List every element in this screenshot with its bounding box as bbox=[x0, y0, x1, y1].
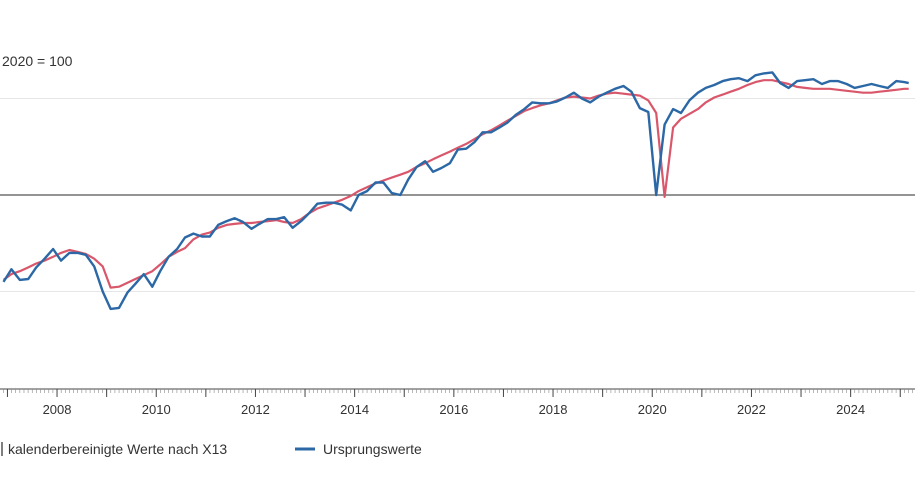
x-tick-label-2016: 2016 bbox=[439, 402, 468, 417]
x-tick-label-2024: 2024 bbox=[836, 402, 865, 417]
legend: kalenderbereinigte Werte nach X13 Urspru… bbox=[1, 441, 422, 457]
legend-label-seasonal: kalenderbereinigte Werte nach X13 bbox=[8, 441, 227, 457]
x-axis: 2008 2010 2012 2014 2016 2018 2020 2022 2024 bbox=[0, 388, 915, 417]
x-tick-label-2020: 2020 bbox=[638, 402, 667, 417]
gridlines bbox=[0, 98, 915, 292]
x-tick-label-2018: 2018 bbox=[539, 402, 568, 417]
unit-label: 2020 = 100 bbox=[2, 53, 73, 69]
series-line-0 bbox=[2, 79, 909, 289]
x-tick-label-2008: 2008 bbox=[43, 402, 72, 417]
x-tick-label-2012: 2012 bbox=[241, 402, 270, 417]
plot-area bbox=[2, 71, 909, 311]
x-tick-label-2010: 2010 bbox=[142, 402, 171, 417]
x-tick-label-2022: 2022 bbox=[737, 402, 766, 417]
series-line-1 bbox=[2, 71, 909, 311]
legend-label-original: Ursprungswerte bbox=[323, 441, 422, 457]
x-tick-label-2014: 2014 bbox=[340, 402, 369, 417]
